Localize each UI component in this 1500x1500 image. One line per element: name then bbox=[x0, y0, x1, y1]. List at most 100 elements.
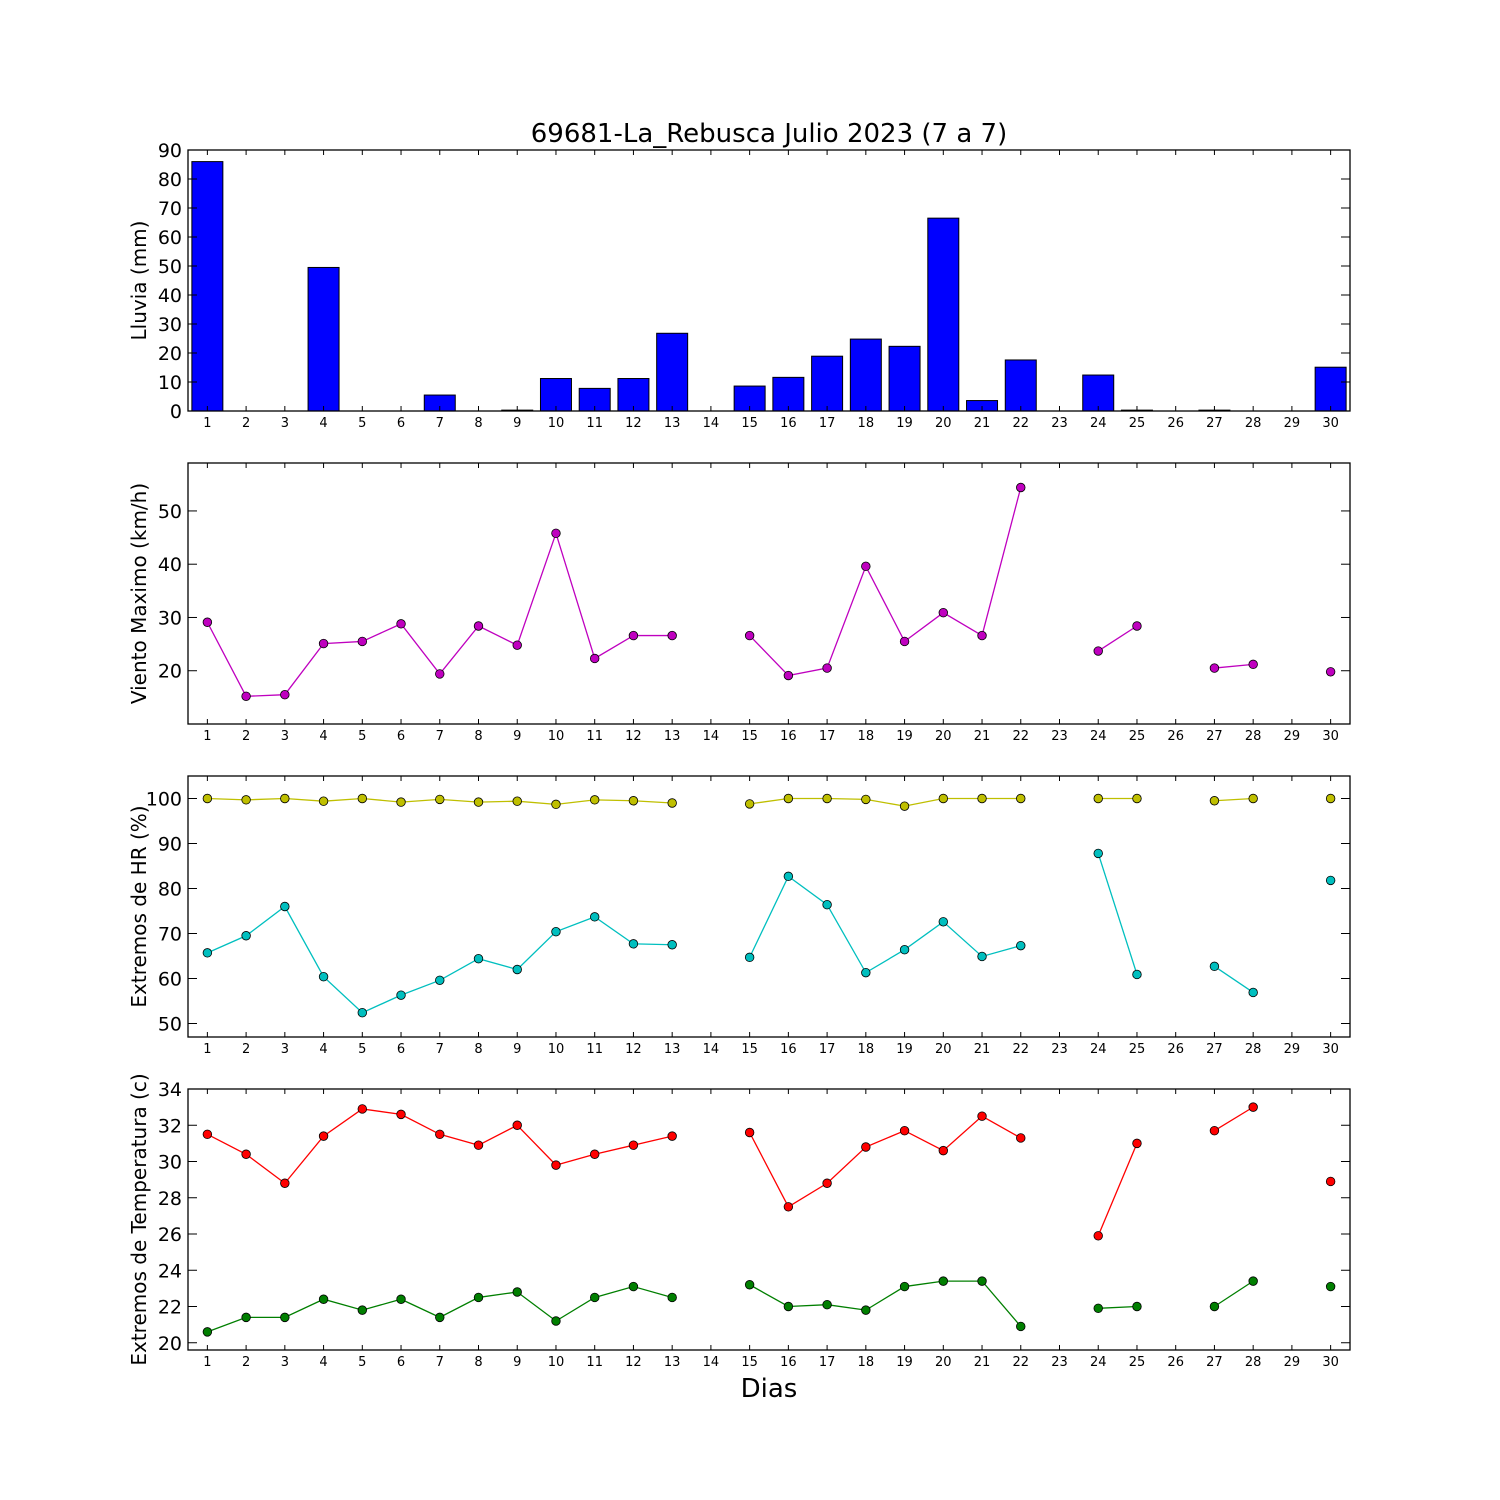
series-1-point-day-4 bbox=[318, 1131, 329, 1141]
x-tick-label: 30 bbox=[1322, 729, 1339, 744]
x-tick-label: 22 bbox=[1012, 1355, 1029, 1370]
series-1-point-day-24 bbox=[1093, 793, 1103, 804]
series-2-point-day-19 bbox=[899, 1281, 910, 1292]
series-2-point-day-20 bbox=[938, 917, 949, 927]
series-2-point-day-12 bbox=[628, 1281, 639, 1292]
y-tick-label: 28 bbox=[158, 1188, 182, 1210]
x-tick-label: 17 bbox=[819, 1355, 836, 1370]
series-2-line-segment-3 bbox=[1098, 1305, 1138, 1309]
series-1-point-day-25 bbox=[1132, 1138, 1142, 1149]
x-tick-label: 22 bbox=[1012, 416, 1029, 431]
series-2-point-day-10 bbox=[551, 1316, 561, 1326]
series-1-point-day-25 bbox=[1132, 621, 1142, 631]
series-2-line-segment-2 bbox=[749, 1280, 1022, 1327]
y-tick-label: 24 bbox=[158, 1260, 182, 1282]
series-2-point-day-13 bbox=[667, 1292, 677, 1303]
x-tick-label: 26 bbox=[1167, 416, 1184, 431]
x-tick-label: 3 bbox=[281, 729, 289, 744]
x-tick-label: 10 bbox=[548, 1355, 565, 1370]
x-tick-label: 13 bbox=[664, 1355, 681, 1370]
x-tick-label: 11 bbox=[586, 1042, 603, 1057]
series-1-point-day-11 bbox=[590, 653, 600, 664]
x-tick-label: 15 bbox=[741, 416, 758, 431]
series-2-point-day-24 bbox=[1093, 1303, 1103, 1314]
series-1-point-day-19 bbox=[899, 1125, 910, 1136]
series-2-point-day-4 bbox=[318, 972, 329, 982]
x-tick-label: 20 bbox=[935, 1042, 952, 1057]
y-tick-label: 0 bbox=[170, 401, 182, 423]
x-tick-label: 6 bbox=[397, 1042, 405, 1057]
series-1-point-day-15 bbox=[744, 799, 755, 809]
x-tick-label: 15 bbox=[741, 1355, 758, 1370]
x-tick-label: 6 bbox=[397, 1355, 405, 1370]
x-tick-label: 3 bbox=[281, 1355, 289, 1370]
x-tick-label: 2 bbox=[242, 729, 250, 744]
series-1-line-segment-3 bbox=[1097, 625, 1138, 652]
y-tick-label: 30 bbox=[158, 607, 182, 629]
series-2-point-day-1 bbox=[202, 1327, 213, 1337]
series-1-point-day-13 bbox=[667, 630, 677, 641]
y-tick-label: 20 bbox=[158, 343, 182, 365]
x-tick-label: 7 bbox=[436, 416, 444, 431]
x-tick-label: 13 bbox=[664, 729, 681, 744]
x-tick-label: 25 bbox=[1129, 729, 1146, 744]
series-2-point-day-1 bbox=[202, 948, 213, 958]
series-1-point-day-27 bbox=[1209, 663, 1220, 673]
x-tick-label: 10 bbox=[548, 416, 565, 431]
x-tick-label: 18 bbox=[858, 416, 875, 431]
series-1-point-day-19 bbox=[899, 801, 910, 811]
subplot-4: 1 2 3 4 5 6 7 8 9 10 11 12 13 14 15 16 17 18 19 20 21 22 23 24 2… bbox=[127, 1073, 1351, 1370]
series-2-point-day-7 bbox=[435, 1312, 445, 1323]
series-1-point-day-22 bbox=[1016, 793, 1026, 804]
series-2-point-day-25 bbox=[1132, 1301, 1142, 1312]
x-tick-label: 21 bbox=[974, 416, 991, 431]
x-tick-label: 11 bbox=[586, 416, 603, 431]
x-tick-label: 29 bbox=[1284, 416, 1301, 431]
x-tick-label: 16 bbox=[780, 416, 797, 431]
series-1-point-day-3 bbox=[280, 793, 290, 804]
series-2-line-segment-2 bbox=[749, 875, 1021, 974]
series-2-point-day-3 bbox=[280, 1312, 290, 1323]
series-1-point-day-9 bbox=[512, 1120, 522, 1130]
y-tick-label: 22 bbox=[158, 1297, 182, 1319]
series-1-point-day-24 bbox=[1093, 646, 1103, 656]
series-1-point-day-21 bbox=[977, 793, 987, 804]
series-1-point-day-7 bbox=[435, 669, 445, 679]
series-2-point-day-12 bbox=[628, 939, 639, 949]
x-tick-label: 7 bbox=[436, 1355, 444, 1370]
x-tick-label: 18 bbox=[858, 1355, 875, 1370]
bar-day-30 bbox=[1314, 366, 1347, 412]
x-tick-label: 15 bbox=[741, 729, 758, 744]
y-tick-label: 26 bbox=[158, 1224, 182, 1246]
series-2-point-day-8 bbox=[473, 1292, 484, 1303]
series-2-point-day-28 bbox=[1248, 1276, 1258, 1286]
series-2-point-day-21 bbox=[977, 1276, 987, 1286]
x-tick-label: 16 bbox=[780, 1042, 797, 1057]
series-1-point-day-9 bbox=[512, 640, 522, 650]
x-tick-label: 30 bbox=[1322, 1042, 1339, 1057]
series-1-point-day-21 bbox=[977, 630, 987, 641]
series-2-point-day-8 bbox=[473, 954, 484, 964]
series-2-point-day-17 bbox=[822, 1299, 832, 1310]
y-tick-label: 100 bbox=[146, 789, 182, 811]
series-1-point-day-20 bbox=[938, 1145, 949, 1156]
series-2-point-day-11 bbox=[590, 912, 600, 922]
y-tick-label: 70 bbox=[158, 924, 182, 946]
series-1-point-day-3 bbox=[280, 1178, 290, 1188]
series-1-point-day-5 bbox=[357, 793, 368, 804]
bar-day-22 bbox=[1004, 359, 1037, 412]
series-1-point-day-22 bbox=[1016, 1133, 1026, 1143]
series-1-point-day-27 bbox=[1209, 1125, 1220, 1136]
plot-frame bbox=[187, 1088, 1351, 1351]
bar-day-12 bbox=[617, 378, 650, 412]
y-tick-label: 80 bbox=[158, 879, 182, 901]
x-tick-label: 24 bbox=[1090, 729, 1107, 744]
subplot-1: 1 2 3 4 5 6 7 8 9 10 11 12 13 14 15 16 17 18 19 20 21 22 23 24 2… bbox=[127, 140, 1351, 431]
subplot-3: 1 2 3 4 5 6 7 8 9 10 11 12 13 14 15 16 17 18 19 20 21 22 23 24 2… bbox=[127, 775, 1351, 1057]
series-1-point-day-18 bbox=[861, 1142, 871, 1152]
y-tick-label: 50 bbox=[158, 256, 182, 278]
x-tick-label: 9 bbox=[513, 1355, 521, 1370]
series-1-point-day-6 bbox=[396, 619, 406, 629]
x-tick-label: 22 bbox=[1012, 1042, 1029, 1057]
